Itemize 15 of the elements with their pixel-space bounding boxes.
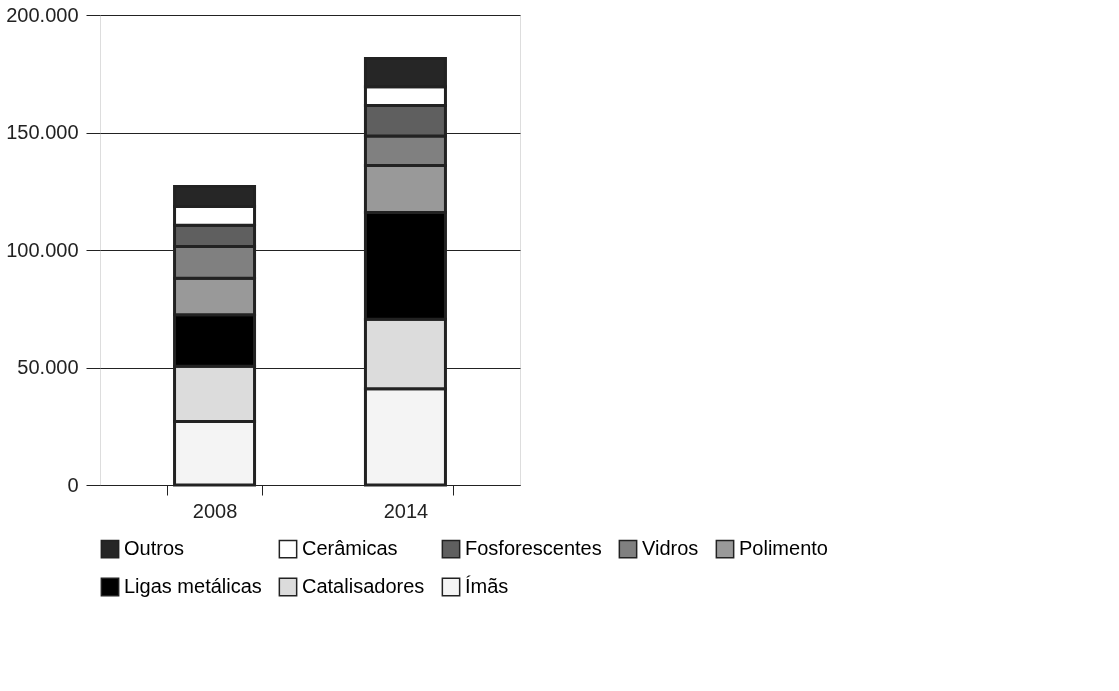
legend-label: Catalisadores bbox=[302, 575, 425, 597]
y-tick-label: 100.000 bbox=[6, 238, 79, 261]
legend-label: Polimento bbox=[739, 537, 828, 560]
legend-label: Vidros bbox=[642, 537, 699, 560]
y-tick-label: 200.000 bbox=[6, 3, 79, 26]
legend-label: Fosforescentes bbox=[465, 537, 602, 560]
y-tick-label: 50.000 bbox=[17, 356, 79, 378]
legend-label: Outros bbox=[124, 537, 185, 560]
legend-label: Ímãs bbox=[465, 575, 509, 597]
x-tick-label: 2014 bbox=[383, 499, 429, 522]
legend-label: Ligas metálicas bbox=[124, 575, 262, 597]
legend-label: Cerâmicas bbox=[302, 537, 398, 560]
y-tick-label: 150.000 bbox=[6, 121, 79, 143]
x-tick-label: 2008 bbox=[192, 499, 238, 522]
y-tick-label: 0 bbox=[67, 473, 79, 496]
